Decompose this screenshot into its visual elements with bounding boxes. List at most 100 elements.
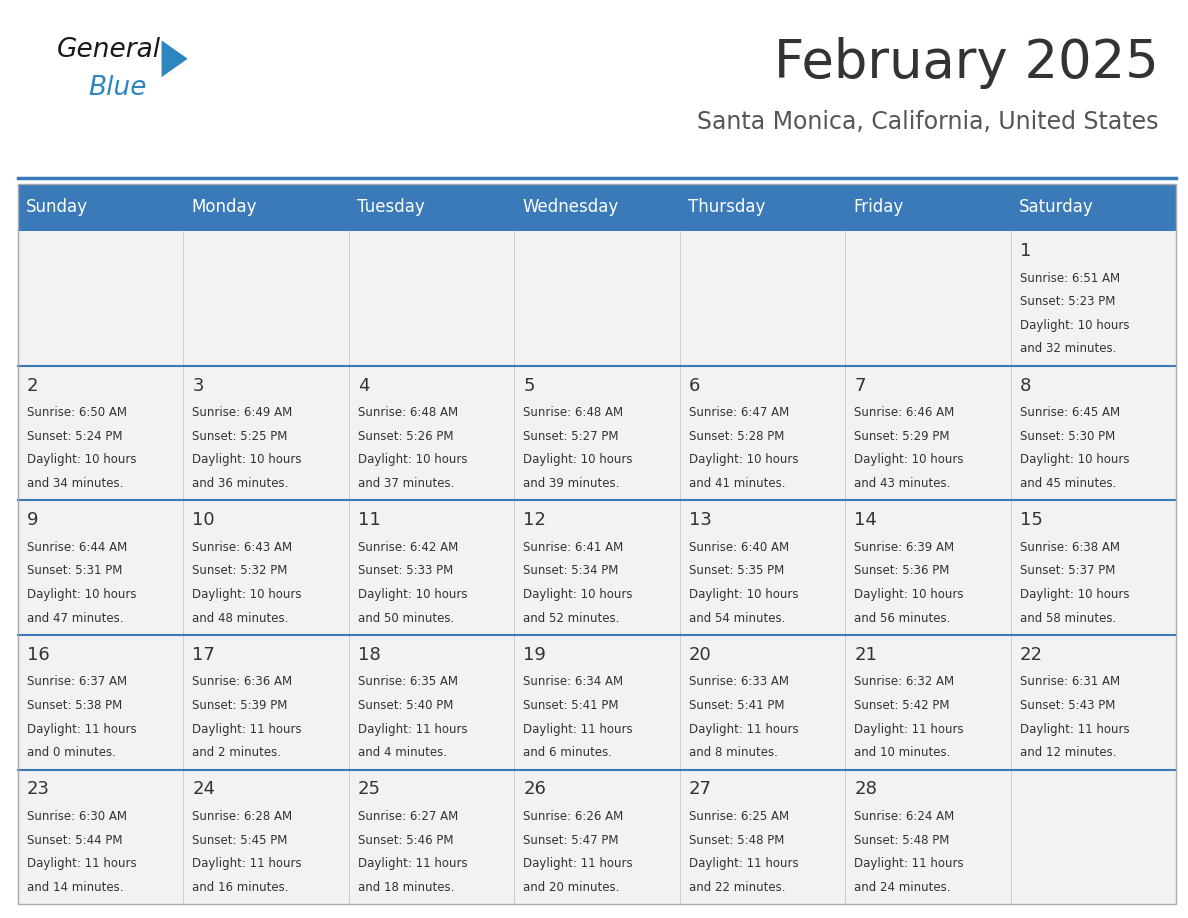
Text: and 45 minutes.: and 45 minutes. bbox=[1019, 477, 1116, 490]
Text: Sunset: 5:41 PM: Sunset: 5:41 PM bbox=[524, 699, 619, 712]
Text: General: General bbox=[57, 37, 162, 62]
Text: Sunrise: 6:31 AM: Sunrise: 6:31 AM bbox=[1019, 676, 1120, 688]
Text: Sunset: 5:31 PM: Sunset: 5:31 PM bbox=[27, 565, 122, 577]
Text: Sunset: 5:26 PM: Sunset: 5:26 PM bbox=[358, 430, 454, 442]
Text: Sunset: 5:24 PM: Sunset: 5:24 PM bbox=[27, 430, 122, 442]
Text: 12: 12 bbox=[524, 511, 546, 530]
Text: 16: 16 bbox=[27, 646, 50, 664]
Text: Sunset: 5:43 PM: Sunset: 5:43 PM bbox=[1019, 699, 1116, 712]
Text: Daylight: 11 hours: Daylight: 11 hours bbox=[854, 857, 963, 870]
Text: Daylight: 10 hours: Daylight: 10 hours bbox=[524, 588, 633, 601]
Text: Sunrise: 6:49 AM: Sunrise: 6:49 AM bbox=[192, 407, 292, 420]
Text: Sunrise: 6:44 AM: Sunrise: 6:44 AM bbox=[27, 541, 127, 554]
Text: Daylight: 10 hours: Daylight: 10 hours bbox=[358, 588, 467, 601]
Text: Sunset: 5:30 PM: Sunset: 5:30 PM bbox=[1019, 430, 1116, 442]
Text: and 50 minutes.: and 50 minutes. bbox=[358, 611, 454, 624]
Text: Sunset: 5:39 PM: Sunset: 5:39 PM bbox=[192, 699, 287, 712]
Text: and 22 minutes.: and 22 minutes. bbox=[689, 880, 785, 894]
Text: Sunset: 5:28 PM: Sunset: 5:28 PM bbox=[689, 430, 784, 442]
Text: Daylight: 10 hours: Daylight: 10 hours bbox=[1019, 453, 1130, 466]
Text: Sunset: 5:48 PM: Sunset: 5:48 PM bbox=[689, 834, 784, 846]
Text: and 56 minutes.: and 56 minutes. bbox=[854, 611, 950, 624]
Text: Sunset: 5:25 PM: Sunset: 5:25 PM bbox=[192, 430, 287, 442]
Text: 6: 6 bbox=[689, 376, 700, 395]
Text: Sunrise: 6:27 AM: Sunrise: 6:27 AM bbox=[358, 810, 459, 823]
Text: Sunrise: 6:41 AM: Sunrise: 6:41 AM bbox=[524, 541, 624, 554]
Text: Sunset: 5:48 PM: Sunset: 5:48 PM bbox=[854, 834, 949, 846]
Text: February 2025: February 2025 bbox=[773, 37, 1158, 89]
Text: Sunrise: 6:35 AM: Sunrise: 6:35 AM bbox=[358, 676, 457, 688]
Text: Sunday: Sunday bbox=[26, 198, 88, 217]
Bar bbox=[18, 769, 1176, 904]
Text: Sunrise: 6:32 AM: Sunrise: 6:32 AM bbox=[854, 676, 954, 688]
Polygon shape bbox=[162, 40, 188, 77]
Text: Sunset: 5:33 PM: Sunset: 5:33 PM bbox=[358, 565, 453, 577]
Text: Sunrise: 6:37 AM: Sunrise: 6:37 AM bbox=[27, 676, 127, 688]
Text: Sunset: 5:32 PM: Sunset: 5:32 PM bbox=[192, 565, 287, 577]
Text: Daylight: 11 hours: Daylight: 11 hours bbox=[358, 722, 468, 735]
Text: 8: 8 bbox=[1019, 376, 1031, 395]
Text: and 52 minutes.: and 52 minutes. bbox=[524, 611, 620, 624]
Text: Sunset: 5:47 PM: Sunset: 5:47 PM bbox=[524, 834, 619, 846]
Text: and 39 minutes.: and 39 minutes. bbox=[524, 477, 620, 490]
Text: and 32 minutes.: and 32 minutes. bbox=[1019, 342, 1116, 355]
Text: 14: 14 bbox=[854, 511, 877, 530]
Text: Sunset: 5:44 PM: Sunset: 5:44 PM bbox=[27, 834, 122, 846]
Text: Sunrise: 6:42 AM: Sunrise: 6:42 AM bbox=[358, 541, 459, 554]
Text: Sunrise: 6:45 AM: Sunrise: 6:45 AM bbox=[1019, 407, 1120, 420]
Text: Daylight: 10 hours: Daylight: 10 hours bbox=[27, 588, 137, 601]
Text: Friday: Friday bbox=[853, 198, 904, 217]
Bar bbox=[18, 231, 1176, 366]
Text: and 16 minutes.: and 16 minutes. bbox=[192, 880, 289, 894]
Text: Sunset: 5:36 PM: Sunset: 5:36 PM bbox=[854, 565, 949, 577]
Text: and 20 minutes.: and 20 minutes. bbox=[524, 880, 620, 894]
Text: Sunset: 5:46 PM: Sunset: 5:46 PM bbox=[358, 834, 454, 846]
Text: Sunset: 5:35 PM: Sunset: 5:35 PM bbox=[689, 565, 784, 577]
Text: Sunset: 5:38 PM: Sunset: 5:38 PM bbox=[27, 699, 122, 712]
Text: Daylight: 10 hours: Daylight: 10 hours bbox=[854, 453, 963, 466]
Text: Daylight: 11 hours: Daylight: 11 hours bbox=[689, 857, 798, 870]
Bar bbox=[18, 500, 1176, 635]
Text: Daylight: 11 hours: Daylight: 11 hours bbox=[1019, 722, 1130, 735]
Text: 4: 4 bbox=[358, 376, 369, 395]
Text: 24: 24 bbox=[192, 780, 215, 799]
Text: Daylight: 10 hours: Daylight: 10 hours bbox=[192, 588, 302, 601]
Text: 11: 11 bbox=[358, 511, 380, 530]
Text: Daylight: 10 hours: Daylight: 10 hours bbox=[1019, 588, 1130, 601]
Text: and 41 minutes.: and 41 minutes. bbox=[689, 477, 785, 490]
Text: Sunrise: 6:24 AM: Sunrise: 6:24 AM bbox=[854, 810, 954, 823]
Text: Daylight: 10 hours: Daylight: 10 hours bbox=[192, 453, 302, 466]
Text: 20: 20 bbox=[689, 646, 712, 664]
Bar bbox=[18, 366, 1176, 500]
Text: 15: 15 bbox=[1019, 511, 1043, 530]
Text: 3: 3 bbox=[192, 376, 204, 395]
Text: Thursday: Thursday bbox=[688, 198, 765, 217]
Text: Sunrise: 6:47 AM: Sunrise: 6:47 AM bbox=[689, 407, 789, 420]
Text: and 8 minutes.: and 8 minutes. bbox=[689, 746, 778, 759]
Text: 28: 28 bbox=[854, 780, 877, 799]
Text: and 10 minutes.: and 10 minutes. bbox=[854, 746, 950, 759]
Text: Sunset: 5:34 PM: Sunset: 5:34 PM bbox=[524, 565, 619, 577]
Text: Sunrise: 6:34 AM: Sunrise: 6:34 AM bbox=[524, 676, 624, 688]
Text: Daylight: 10 hours: Daylight: 10 hours bbox=[1019, 319, 1130, 331]
Text: Sunrise: 6:38 AM: Sunrise: 6:38 AM bbox=[1019, 541, 1120, 554]
Text: Sunset: 5:27 PM: Sunset: 5:27 PM bbox=[524, 430, 619, 442]
Text: Sunrise: 6:51 AM: Sunrise: 6:51 AM bbox=[1019, 272, 1120, 285]
Text: and 43 minutes.: and 43 minutes. bbox=[854, 477, 950, 490]
Text: Daylight: 11 hours: Daylight: 11 hours bbox=[524, 857, 633, 870]
Text: and 36 minutes.: and 36 minutes. bbox=[192, 477, 289, 490]
Text: Sunset: 5:40 PM: Sunset: 5:40 PM bbox=[358, 699, 454, 712]
Text: Daylight: 10 hours: Daylight: 10 hours bbox=[358, 453, 467, 466]
Bar bbox=[18, 635, 1176, 769]
Text: Sunset: 5:23 PM: Sunset: 5:23 PM bbox=[1019, 296, 1116, 308]
Text: Sunset: 5:41 PM: Sunset: 5:41 PM bbox=[689, 699, 784, 712]
Text: Sunrise: 6:39 AM: Sunrise: 6:39 AM bbox=[854, 541, 954, 554]
Text: Sunrise: 6:36 AM: Sunrise: 6:36 AM bbox=[192, 676, 292, 688]
Text: and 4 minutes.: and 4 minutes. bbox=[358, 746, 447, 759]
Text: Sunset: 5:37 PM: Sunset: 5:37 PM bbox=[1019, 565, 1116, 577]
Text: Santa Monica, California, United States: Santa Monica, California, United States bbox=[697, 110, 1158, 134]
Text: Sunset: 5:45 PM: Sunset: 5:45 PM bbox=[192, 834, 287, 846]
Text: 25: 25 bbox=[358, 780, 381, 799]
Text: 1: 1 bbox=[1019, 242, 1031, 260]
Text: Daylight: 11 hours: Daylight: 11 hours bbox=[192, 722, 302, 735]
